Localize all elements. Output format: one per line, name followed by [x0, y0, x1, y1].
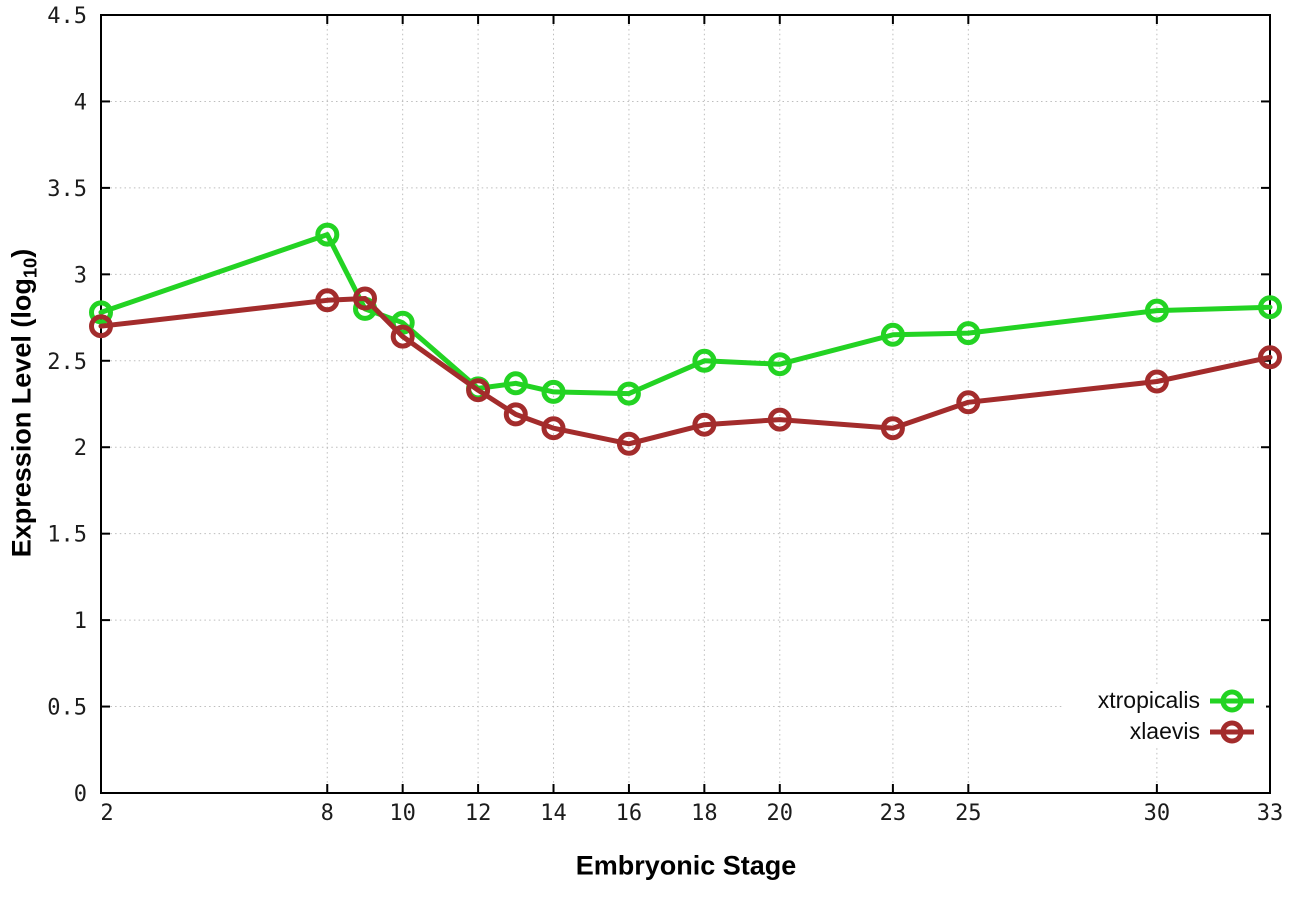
data-point-marker-xtropicalis: [541, 379, 566, 404]
line-point-marker-icon: [1210, 689, 1254, 712]
y-axis-title: Expression Level (log10): [6, 249, 41, 558]
data-point-marker-xlaevis: [692, 412, 717, 437]
data-point-marker-xtropicalis: [315, 222, 340, 247]
data-point-marker-xlaevis: [466, 378, 491, 403]
y-tick-label: 0: [74, 782, 87, 807]
legend: xtropicalis xlaevis: [1064, 685, 1266, 747]
line-point-marker-icon: [1210, 720, 1254, 743]
y-tick-label: 4.5: [47, 4, 87, 29]
y-axis-title-main: Expression Level (log: [6, 278, 37, 558]
x-tick-label: 23: [880, 801, 907, 826]
y-axis-title-close: ): [6, 248, 37, 258]
data-point-marker-xlaevis: [1144, 369, 1169, 394]
data-point-marker-xlaevis: [89, 314, 113, 339]
x-axis-title: Embryonic Stage: [575, 850, 797, 881]
y-tick-label: 1: [74, 609, 87, 634]
data-point-marker-xlaevis: [541, 416, 566, 441]
y-tick-label: 4: [74, 90, 87, 115]
data-point-marker-xlaevis: [880, 416, 905, 441]
y-tick-label: 1.5: [47, 523, 87, 548]
y-tick-label: 2: [74, 436, 87, 461]
data-point-marker-xtropicalis: [1258, 295, 1282, 320]
y-axis-title-subscript: 10: [19, 257, 41, 279]
data-point-marker-xlaevis: [616, 431, 641, 456]
plot-border: [100, 14, 1271, 794]
series-line-xtropicalis: [98, 232, 1273, 397]
y-tick-label: 2.5: [47, 350, 87, 375]
data-point-marker-xtropicalis: [89, 300, 113, 325]
y-tick-label: 0.5: [47, 696, 87, 721]
data-point-marker-xtropicalis: [1144, 298, 1169, 323]
x-tick-label: 8: [321, 801, 334, 826]
legend-item-xtropicalis: xtropicalis: [1064, 687, 1266, 715]
data-point-marker-xtropicalis: [692, 348, 717, 373]
data-point-marker-xlaevis: [503, 402, 528, 427]
x-tick-label: 30: [1144, 801, 1171, 826]
x-tick-label: 10: [389, 801, 416, 826]
x-tick-label: 20: [767, 801, 794, 826]
data-point-marker-xlaevis: [1258, 345, 1282, 370]
data-point-marker-xtropicalis: [767, 352, 792, 377]
data-point-marker-xlaevis: [315, 288, 340, 313]
x-tick-label: 16: [616, 801, 643, 826]
x-tick-label: 25: [955, 801, 982, 826]
data-point-marker-xlaevis: [956, 390, 981, 415]
x-tick-label: 12: [465, 801, 492, 826]
legend-label: xtropicalis: [1097, 687, 1200, 713]
x-tick-label: 18: [691, 801, 718, 826]
y-tick-label: 3.5: [47, 177, 87, 202]
y-tick-label: 3: [74, 263, 87, 288]
data-point-marker-xtropicalis: [616, 381, 641, 406]
data-point-marker-xtropicalis: [503, 371, 528, 396]
data-point-marker-xlaevis: [767, 407, 792, 432]
legend-label: xlaevis: [1129, 718, 1200, 744]
data-point-marker-xtropicalis: [880, 322, 905, 347]
data-point-marker-xlaevis: [353, 286, 377, 311]
data-point-marker-xlaevis: [390, 324, 415, 349]
x-tick-label: 2: [100, 801, 113, 826]
data-point-marker-xtropicalis: [390, 310, 415, 335]
data-point-marker-xtropicalis: [956, 321, 981, 346]
x-tick-label: 14: [540, 801, 567, 826]
x-tick-label: 33: [1257, 801, 1284, 826]
legend-item-xlaevis: xlaevis: [1064, 718, 1266, 746]
